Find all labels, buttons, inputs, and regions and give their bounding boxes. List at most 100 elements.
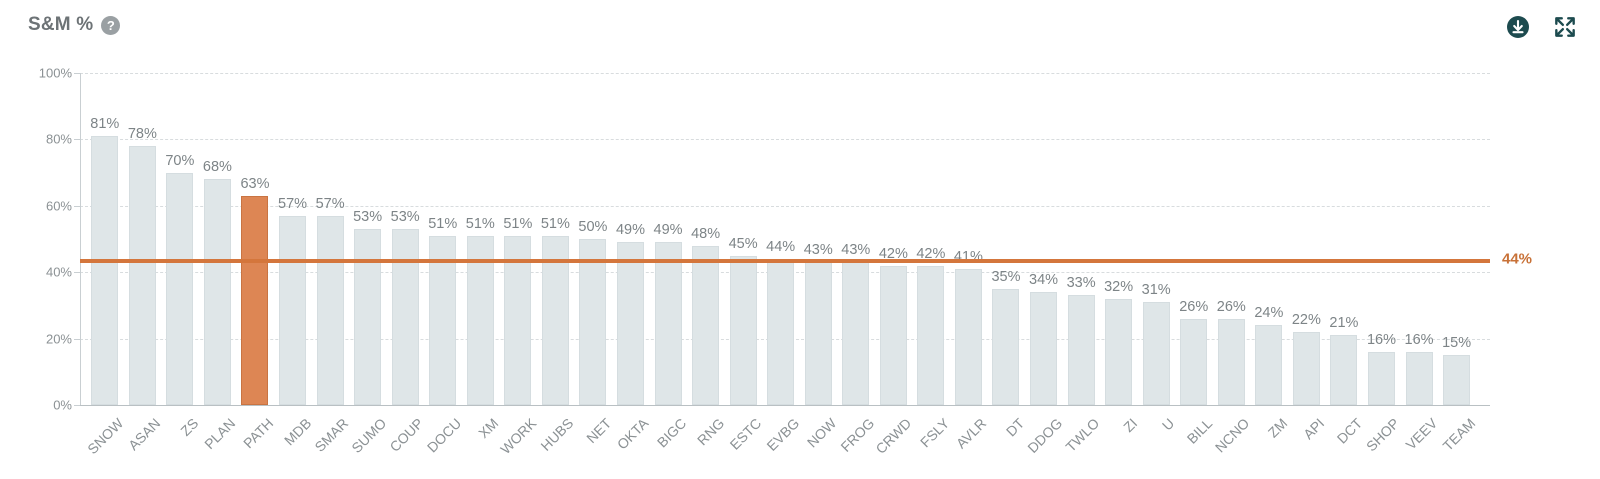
bar-group[interactable]: 51% [466, 73, 495, 405]
bar-group[interactable]: 48% [691, 73, 720, 405]
bar-group[interactable]: 24% [1254, 73, 1283, 405]
bar[interactable] [1367, 351, 1395, 405]
bar-group[interactable]: 26% [1179, 73, 1208, 405]
y-axis-tick [74, 205, 80, 207]
download-icon[interactable] [1506, 15, 1530, 39]
bar-group[interactable]: 35% [991, 73, 1020, 405]
bar[interactable] [654, 242, 682, 405]
bar-value-label: 34% [1029, 272, 1059, 289]
bar-value-label: 57% [315, 195, 345, 212]
bar[interactable] [1292, 331, 1320, 405]
bar-group[interactable]: 51% [428, 73, 458, 405]
x-axis-tick-label: FROG [837, 415, 878, 455]
bar[interactable] [1443, 355, 1471, 405]
bar-value-label: 78% [127, 126, 157, 143]
bar[interactable] [729, 255, 757, 405]
bar[interactable] [879, 265, 907, 405]
bar-group[interactable]: 63% [240, 73, 269, 405]
bar[interactable] [1405, 351, 1433, 405]
x-axis-tick-label: BILL [1183, 415, 1216, 447]
bar-group[interactable]: 41% [954, 73, 983, 405]
bar-group[interactable]: 49% [616, 73, 645, 405]
y-axis-tick [74, 139, 80, 141]
bar-group[interactable]: 16% [1405, 73, 1434, 405]
bar-group[interactable]: 16% [1367, 73, 1396, 405]
x-axis-tick-label: NET [583, 415, 615, 447]
bar-value-label: 32% [1104, 278, 1134, 295]
bar-group[interactable]: 50% [578, 73, 607, 405]
bar-value-label: 51% [428, 215, 458, 232]
bar-group[interactable]: 42% [916, 73, 945, 405]
bar-group[interactable]: 26% [1217, 73, 1246, 405]
bar[interactable] [1067, 295, 1095, 405]
bar[interactable] [1217, 318, 1245, 405]
bar-group[interactable]: 34% [1029, 73, 1059, 405]
bar[interactable] [804, 262, 832, 405]
bar[interactable] [616, 242, 644, 405]
x-axis-tick-label: MDB [280, 415, 314, 449]
bar[interactable] [992, 288, 1020, 405]
x-axis-tick-label: DOCU [423, 415, 465, 456]
bar-value-label: 15% [1442, 335, 1472, 352]
x-axis-tick-label: U [1159, 415, 1178, 434]
bar-group[interactable]: 45% [729, 73, 758, 405]
help-icon[interactable]: ? [101, 15, 121, 35]
bar[interactable] [1142, 302, 1170, 405]
bar-group[interactable]: 42% [879, 73, 908, 405]
bar-group[interactable]: 22% [1292, 73, 1321, 405]
bar[interactable] [1105, 298, 1133, 405]
bar-group[interactable]: 57% [315, 73, 345, 405]
bar-group[interactable]: 43% [804, 73, 833, 405]
bar[interactable] [354, 229, 382, 405]
bar-group[interactable]: 33% [1066, 73, 1096, 405]
x-axis-tick-label: BIGC [653, 415, 690, 451]
bar[interactable] [579, 239, 607, 405]
bar[interactable] [1255, 325, 1283, 405]
bar-group[interactable]: 51% [503, 73, 532, 405]
bar-value-label: 33% [1066, 275, 1096, 292]
reference-line [80, 258, 1490, 263]
bar[interactable] [429, 235, 457, 405]
bar[interactable] [203, 179, 231, 405]
expand-icon[interactable] [1552, 14, 1578, 40]
bar[interactable] [279, 215, 307, 405]
bar[interactable] [1330, 335, 1358, 405]
bar[interactable] [316, 215, 344, 405]
page-title: S&M % [28, 14, 94, 35]
bar[interactable] [692, 245, 720, 405]
bar[interactable] [91, 136, 119, 405]
bar[interactable] [1030, 292, 1058, 405]
bar[interactable] [541, 235, 569, 405]
bar-group[interactable]: 49% [654, 73, 683, 405]
bar-group[interactable]: 15% [1442, 73, 1472, 405]
x-axis-tick-label: API [1300, 415, 1328, 443]
y-axis-tick-label: 100% [38, 65, 72, 81]
bar[interactable] [128, 146, 156, 405]
y-axis-tick [74, 272, 80, 274]
bar-group[interactable]: 81% [90, 73, 119, 405]
bar-group[interactable]: 53% [391, 73, 420, 405]
bar[interactable] [1180, 318, 1208, 405]
bar[interactable] [391, 229, 419, 405]
bar[interactable] [917, 265, 945, 405]
bar[interactable] [241, 195, 269, 405]
bar-group[interactable]: 78% [127, 73, 157, 405]
bar[interactable] [466, 235, 494, 405]
bar[interactable] [842, 262, 870, 405]
bar-group[interactable]: 32% [1104, 73, 1134, 405]
bar-group[interactable]: 31% [1142, 73, 1171, 405]
bar-group[interactable]: 44% [766, 73, 795, 405]
bar-group[interactable]: 68% [203, 73, 232, 405]
bar[interactable] [504, 235, 532, 405]
x-axis-tick-label: TWLO [1062, 415, 1103, 455]
bar-group[interactable]: 70% [165, 73, 194, 405]
bar-group[interactable]: 21% [1329, 73, 1358, 405]
bar-group[interactable]: 53% [353, 73, 382, 405]
bar-group[interactable]: 43% [841, 73, 870, 405]
bar[interactable] [954, 268, 982, 405]
x-axis-tick-label: RNG [693, 415, 727, 449]
bar[interactable] [166, 172, 194, 405]
bar[interactable] [767, 258, 795, 405]
bar-group[interactable]: 51% [541, 73, 570, 405]
bar-group[interactable]: 57% [278, 73, 307, 405]
